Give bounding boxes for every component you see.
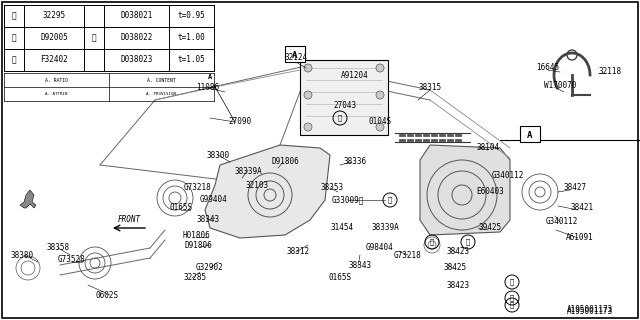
Text: 38353: 38353 (321, 183, 344, 193)
Text: 38104: 38104 (476, 143, 500, 153)
Text: ④: ④ (466, 239, 470, 245)
Circle shape (304, 64, 312, 72)
Text: A195001173: A195001173 (567, 306, 613, 315)
Circle shape (376, 64, 384, 72)
Text: D91806: D91806 (184, 241, 212, 250)
Text: H01806: H01806 (182, 230, 210, 239)
Circle shape (304, 123, 312, 131)
Text: A61091: A61091 (566, 234, 594, 243)
Text: W170070: W170070 (544, 81, 576, 90)
Polygon shape (205, 145, 330, 238)
Text: 38423: 38423 (447, 247, 470, 257)
Text: t=1.00: t=1.00 (178, 34, 205, 43)
Text: 38343: 38343 (348, 261, 372, 270)
Bar (520, 126, 540, 142)
Text: 31454: 31454 (330, 223, 353, 233)
Text: 38425: 38425 (444, 263, 467, 273)
Text: 38423: 38423 (447, 281, 470, 290)
Text: 27090: 27090 (228, 117, 252, 126)
Bar (300, 60, 388, 135)
Text: ②: ② (338, 115, 342, 121)
Text: 38336: 38336 (344, 157, 367, 166)
Text: E60403: E60403 (476, 188, 504, 196)
Text: D038021: D038021 (120, 12, 153, 20)
Text: G33009①: G33009① (332, 196, 364, 204)
Text: ①: ① (388, 197, 392, 203)
Text: G32902: G32902 (196, 263, 224, 273)
Text: 38300: 38300 (207, 150, 230, 159)
Text: 32124: 32124 (284, 53, 308, 62)
Text: 32285: 32285 (184, 274, 207, 283)
Text: G98404: G98404 (366, 244, 394, 252)
Text: ④: ④ (510, 295, 514, 301)
Text: 38427: 38427 (563, 183, 587, 193)
Text: 11086: 11086 (196, 84, 220, 92)
Text: G73528: G73528 (58, 255, 86, 265)
Circle shape (376, 91, 384, 99)
Text: 38380: 38380 (10, 251, 33, 260)
Text: G340112: G340112 (546, 218, 578, 227)
Text: A: A (292, 51, 298, 60)
Text: D038023: D038023 (120, 55, 153, 65)
Text: 38343: 38343 (196, 215, 220, 225)
Text: 39425: 39425 (479, 223, 502, 233)
Text: G99404: G99404 (199, 196, 227, 204)
Text: ⑤: ⑤ (510, 302, 514, 308)
Text: A: A (527, 131, 532, 140)
Text: A. ATTRIB: A. ATTRIB (45, 92, 68, 96)
Circle shape (304, 91, 312, 99)
Text: A91204: A91204 (341, 70, 369, 79)
Text: A. CONTENT: A. CONTENT (147, 77, 176, 83)
Text: 38312: 38312 (287, 247, 310, 257)
Text: D038022: D038022 (120, 34, 153, 43)
Text: A. RATIO: A. RATIO (45, 77, 68, 83)
Text: G340112: G340112 (492, 171, 524, 180)
Text: ③: ③ (430, 239, 434, 245)
Text: FRONT: FRONT (117, 215, 141, 225)
Text: 27043: 27043 (333, 100, 356, 109)
Text: 0104S: 0104S (369, 117, 392, 126)
Text: ④: ④ (92, 34, 96, 43)
Text: ③: ③ (510, 279, 514, 285)
Text: ②: ② (12, 34, 16, 43)
Text: 38358: 38358 (47, 244, 70, 252)
Text: 38315: 38315 (419, 84, 442, 92)
Text: A195001173: A195001173 (567, 308, 613, 316)
Text: 32103: 32103 (245, 180, 269, 189)
Text: A: A (208, 74, 212, 80)
Circle shape (376, 123, 384, 131)
Text: G73218: G73218 (394, 251, 422, 260)
Text: 38339A: 38339A (371, 223, 399, 233)
Text: 16645: 16645 (536, 63, 559, 73)
Polygon shape (420, 145, 510, 235)
Bar (285, 46, 305, 62)
Text: F32402: F32402 (40, 55, 68, 65)
Text: 0165S: 0165S (170, 204, 193, 212)
Text: t=1.05: t=1.05 (178, 55, 205, 65)
Text: ③: ③ (12, 55, 16, 65)
Text: G73218: G73218 (184, 183, 212, 193)
Text: 38339A: 38339A (234, 167, 262, 177)
Text: 0602S: 0602S (95, 291, 118, 300)
Text: 32295: 32295 (42, 12, 65, 20)
Text: 38421: 38421 (570, 204, 593, 212)
Text: A. PROVISION: A. PROVISION (147, 92, 177, 96)
Text: D91806: D91806 (271, 157, 299, 166)
Text: 0165S: 0165S (328, 274, 351, 283)
Text: 32118: 32118 (598, 68, 621, 76)
Text: t=0.95: t=0.95 (178, 12, 205, 20)
Polygon shape (20, 190, 36, 208)
Text: D92005: D92005 (40, 34, 68, 43)
Text: ①: ① (12, 12, 16, 20)
